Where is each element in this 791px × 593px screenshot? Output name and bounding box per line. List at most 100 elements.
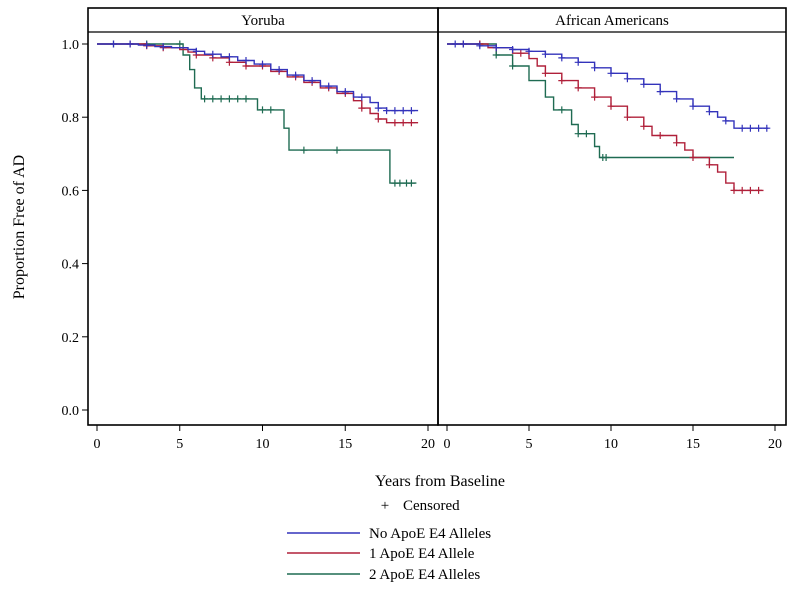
censor-mark: [574, 58, 582, 66]
censor-mark: [110, 40, 117, 48]
censor-mark: [341, 88, 349, 96]
censor-mark: [656, 88, 664, 96]
legend-label-2-apoe: 2 ApoE E4 Alleles: [369, 567, 480, 583]
censor-mark: [234, 95, 242, 103]
censor-mark: [225, 95, 233, 103]
censor-mark: [217, 95, 225, 103]
panels-layer: Yoruba 0 5 10 15 20 0.0 0.2 0.4 0.6 0.8 1.0 African …: [62, 7, 787, 452]
censor-mark: [656, 132, 664, 139]
km-curve: [447, 43, 734, 159]
censor-mark: [374, 104, 382, 112]
legend-label-no-apoe: No ApoE E4 Alleles: [369, 526, 491, 542]
x-axis-title: Years from Baseline: [375, 473, 505, 490]
censor-mark: [407, 107, 415, 115]
censor-mark: [738, 124, 746, 132]
y-tick-label: 0.2: [62, 331, 80, 346]
x-tick-label: 20: [768, 437, 782, 452]
censor-mark: [396, 179, 404, 187]
censor-mark: [640, 80, 648, 88]
censor-mark: [407, 179, 415, 187]
series-2-apoe-e4-alleles: [97, 40, 417, 187]
censor-mark: [746, 186, 754, 194]
x-tick-label: 5: [176, 437, 183, 452]
censor-mark: [640, 122, 648, 130]
censor-legend-label: Censored: [403, 498, 460, 514]
censor-mark: [755, 124, 763, 132]
censor-mark: [673, 139, 681, 147]
censor-mark: [225, 53, 233, 61]
censor-mark: [209, 50, 217, 58]
censor-mark: [391, 119, 399, 127]
censor-mark: [730, 186, 738, 194]
censor-mark: [525, 47, 533, 55]
censor-mark: [602, 154, 610, 161]
censor-mark: [451, 40, 459, 48]
censor-mark: [242, 57, 250, 64]
km-curve: [447, 43, 769, 129]
censor-mark: [259, 60, 266, 68]
censor-mark: [722, 117, 730, 125]
panel-yoruba: Yoruba 0 5 10 15 20 0.0 0.2 0.4 0.6 0.8 1.0: [62, 7, 439, 452]
censor-mark: [689, 154, 697, 161]
censor-mark: [192, 47, 200, 55]
x-tick-label: 0: [94, 437, 101, 452]
censor-mark: [267, 106, 275, 114]
censor-mark: [492, 44, 500, 52]
censor-mark: [492, 51, 500, 59]
panel-title-yoruba: Yoruba: [241, 13, 285, 29]
censor-mark: [755, 186, 763, 194]
legend: No ApoE E4 Alleles 1 ApoE E4 Allele 2 Ap…: [287, 526, 491, 583]
censor-mark: [275, 66, 283, 74]
x-tick-label: 10: [604, 437, 618, 452]
censor-mark: [126, 40, 134, 48]
panel-frame: [87, 7, 439, 426]
censor-mark: [259, 106, 266, 114]
legend-label-1-apoe: 1 ApoE E4 Allele: [369, 546, 475, 562]
censor-mark: [333, 146, 341, 154]
x-tick-label: 20: [421, 437, 435, 452]
censor-mark: [673, 95, 681, 103]
x-tick-label: 0: [444, 437, 451, 452]
panel-african-americans: African Americans 0 5 10 15 20: [437, 7, 787, 452]
censor-mark: [509, 46, 517, 53]
censor-mark: [623, 113, 631, 121]
x-tick-label: 5: [526, 437, 533, 452]
series-1-apoe-e4-allele: [97, 40, 419, 127]
y-tick-label: 0.6: [62, 184, 80, 199]
censor-mark: [574, 84, 582, 92]
km-curve: [97, 43, 417, 184]
censor-mark: [763, 124, 771, 132]
y-tick-label: 0.4: [62, 258, 80, 273]
censor-mark: [407, 119, 415, 127]
censor-mark: [325, 82, 333, 90]
panel-title-african-americans: African Americans: [555, 13, 669, 29]
censor-mark: [459, 40, 467, 48]
censor-mark: [738, 186, 746, 194]
censor-mark: [705, 161, 713, 169]
censor-mark: [358, 93, 366, 101]
y-tick-label: 1.0: [62, 38, 80, 53]
x-tick-label: 15: [338, 437, 352, 452]
censor-mark: [591, 64, 599, 72]
censor-mark: [623, 75, 631, 83]
censor-mark: [591, 93, 599, 101]
censor-mark: [509, 62, 517, 70]
censor-mark: [292, 71, 300, 79]
censor-mark: [308, 77, 316, 85]
censor-legend-symbol: +: [381, 498, 389, 514]
censor-mark: [574, 130, 582, 138]
km-curve: [447, 43, 764, 192]
series-no-apoe-e4-alleles: [447, 40, 771, 132]
censor-mark: [374, 115, 382, 123]
censor-mark: [541, 50, 549, 58]
censor-mark: [201, 95, 209, 103]
panel-frame: [437, 7, 787, 426]
x-tick-label: 10: [256, 437, 270, 452]
y-tick-label: 0.8: [62, 111, 80, 126]
censor-mark: [517, 49, 525, 57]
censor-mark: [689, 102, 697, 110]
censor-mark: [383, 107, 391, 115]
censor-mark: [209, 95, 217, 103]
censor-mark: [558, 54, 566, 62]
